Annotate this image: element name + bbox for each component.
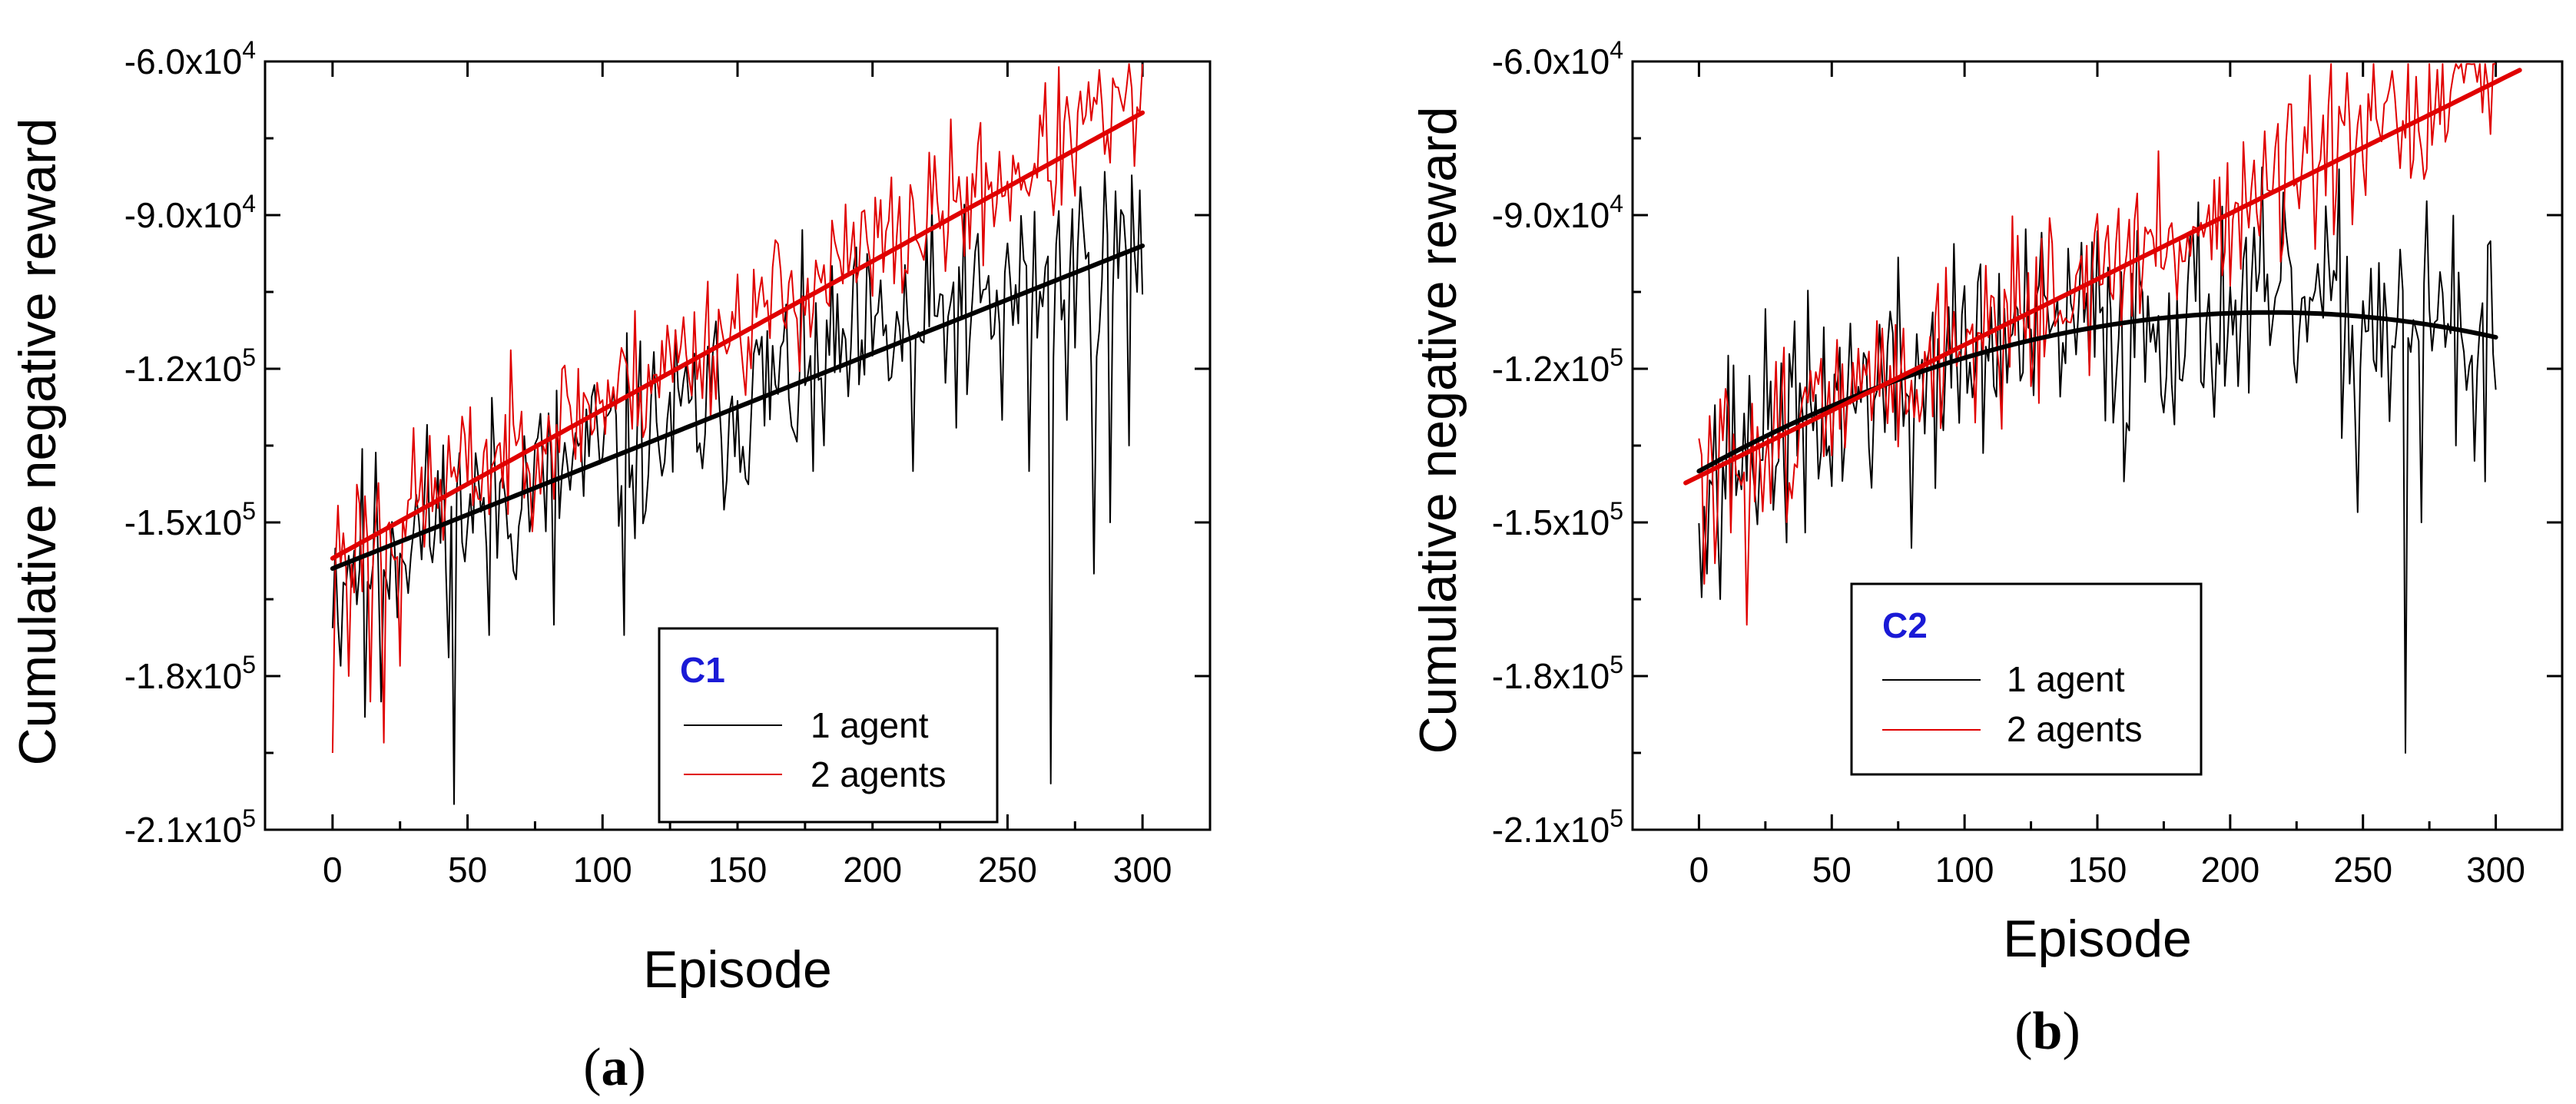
y-tick-exponent: 5 [242,804,256,832]
y-axis-title-b: Cumulative negative reward [1409,107,1467,754]
y-axis-title-a: Cumulative negative reward [8,118,67,766]
caption-letter-b: b [2033,1002,2063,1061]
y-tick-label: -9.0x104 [1492,190,1623,235]
x-axis-title-a: Episode [643,940,832,999]
y-tick-label: -1.2x105 [124,343,256,389]
legend-a: C1 1 agent 2 agents [658,627,999,824]
y-tick-mantissa: -1.5x10 [124,502,242,542]
x-tick-label: 250 [978,850,1037,890]
x-tick-label: 200 [843,850,902,890]
series-line-2-agents [1698,63,2496,626]
legend-label-1-agent-b: 1 agent [2007,659,2125,699]
x-tick-label: 50 [448,850,487,890]
y-tick-mantissa: -6.0x10 [1492,41,1610,81]
y-tick-labels-b: -6.0x104-9.0x104-1.2x105-1.5x105-1.8x105… [1492,36,1623,850]
x-tick-label: 200 [2200,850,2259,890]
x-tick-label: 150 [2068,850,2127,890]
y-tick-mantissa: -6.0x10 [124,41,242,81]
caption-b: (b) [2014,1002,2080,1061]
legend-b: C2 1 agent 2 agents [1850,582,2203,776]
y-tick-exponent: 5 [242,497,256,525]
x-tick-label: 50 [1812,850,1852,890]
y-tick-labels-a: -6.0x104-9.0x104-1.2x105-1.5x105-1.8x105… [124,36,256,850]
y-tick-mantissa: -2.1x10 [124,810,242,850]
y-tick-label: -9.0x104 [124,190,256,235]
y-tick-exponent: 5 [1610,343,1623,371]
y-tick-exponent: 5 [242,651,256,678]
x-tick-label: 0 [1689,850,1709,890]
x-tick-label: 100 [1935,850,1994,890]
x-tick-label: 100 [573,850,632,890]
x-axis-title-b: Episode [2003,910,2192,968]
y-tick-label: -6.0x104 [124,36,256,81]
y-tick-exponent: 4 [1610,190,1623,217]
y-tick-label: -2.1x105 [1492,804,1623,850]
x-tick-label: 300 [2466,850,2525,890]
y-tick-mantissa: -1.8x10 [124,656,242,696]
series-group-b [1683,63,2522,754]
x-tick-labels-a: 0 50 100 150 200 250 300 [323,850,1172,890]
y-tick-label: -2.1x105 [124,804,256,850]
x-tick-label: 300 [1113,850,1172,890]
legend-label-1-agent-a: 1 agent [811,705,929,745]
x-tick-label: 250 [2333,850,2392,890]
y-tick-mantissa: -1.8x10 [1492,656,1610,696]
y-tick-exponent: 4 [1610,36,1623,64]
legend-title-b: C2 [1882,605,1928,645]
y-tick-label: -1.2x105 [1492,343,1623,389]
x-tick-label: 0 [323,850,343,890]
y-tick-exponent: 5 [1610,497,1623,525]
y-tick-mantissa: -2.1x10 [1492,810,1610,850]
series-group-a [330,63,1145,805]
caption-letter-a: a [602,1038,628,1097]
y-tick-label: -1.8x105 [1492,651,1623,696]
axis-ticks-b [1631,60,2564,831]
fit-line-1-agent-fit [330,244,1145,571]
y-tick-label: -6.0x104 [1492,36,1623,81]
y-tick-mantissa: -1.2x10 [124,349,242,389]
y-tick-mantissa: -1.2x10 [1492,349,1610,389]
series-line-1-agent [331,171,1144,805]
y-tick-label: -1.5x105 [124,497,256,542]
y-tick-exponent: 5 [1610,651,1623,678]
fit-line-1-agent-fit [1696,310,2498,474]
chart-a: -6.0x104-9.0x104-1.2x105-1.5x105-1.8x105… [8,36,1212,1097]
legend-title-a: C1 [680,650,725,690]
chart-b: -6.0x104-9.0x104-1.2x105-1.5x105-1.8x105… [1409,36,2564,1061]
y-tick-exponent: 4 [242,190,256,217]
fit-line-2-agents-fit [330,110,1145,561]
legend-label-2-agents-b: 2 agents [2007,709,2142,749]
x-tick-label: 150 [708,850,767,890]
y-tick-label: -1.8x105 [124,651,256,696]
y-tick-mantissa: -9.0x10 [1492,195,1610,235]
y-tick-mantissa: -9.0x10 [124,195,242,235]
legend-label-2-agents-a: 2 agents [811,754,946,794]
fit-line-2-agents-fit [1683,68,2522,486]
y-tick-mantissa: -1.5x10 [1492,502,1610,542]
x-tick-labels-b: 0 50 100 150 200 250 300 [1689,850,2525,890]
caption-a: (a) [583,1038,646,1097]
y-tick-exponent: 5 [242,343,256,371]
y-tick-label: -1.5x105 [1492,497,1623,542]
y-tick-exponent: 4 [242,36,256,64]
y-tick-exponent: 5 [1610,804,1623,832]
